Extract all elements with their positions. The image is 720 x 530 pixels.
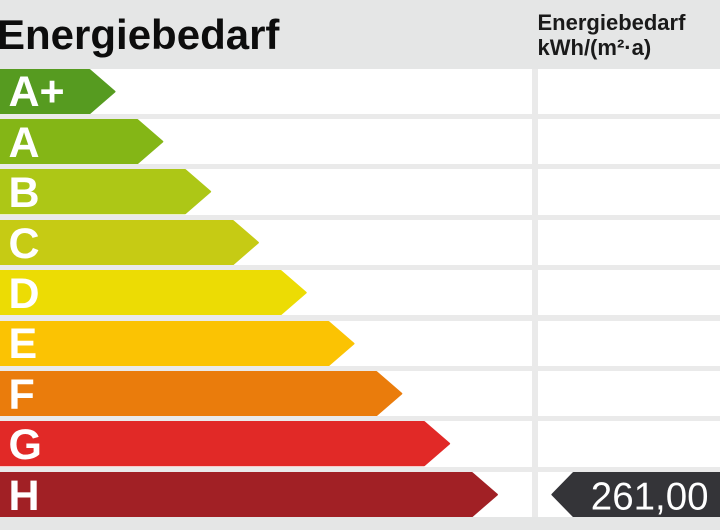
svg-text:261,00: 261,00 (591, 475, 709, 517)
